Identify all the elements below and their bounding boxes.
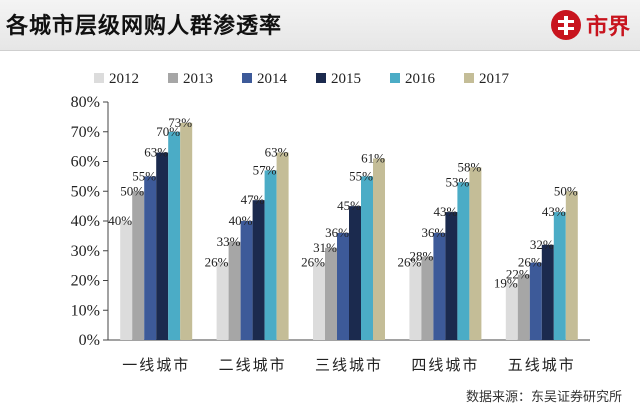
- bar: [517, 274, 530, 340]
- data-label: 50%: [120, 183, 144, 198]
- legend-label: 2013: [183, 71, 213, 87]
- bar: [240, 221, 253, 340]
- data-label: 43%: [433, 204, 457, 219]
- data-label: 26%: [518, 255, 542, 270]
- bar: [361, 176, 373, 340]
- chart-legend: 2012 2013 2014 2015 2016 2017: [94, 71, 510, 87]
- y-tick-label: 40%: [71, 213, 100, 230]
- bar: [252, 200, 265, 340]
- data-label: 40%: [108, 213, 132, 228]
- y-tick-label: 80%: [71, 94, 100, 111]
- data-label: 55%: [132, 168, 156, 183]
- bar: [325, 247, 337, 340]
- legend-label: 2015: [331, 71, 361, 87]
- data-label: 47%: [241, 192, 265, 207]
- chart-data-labels: 40%50%55%63%70%73%26%33%40%47%57%63%26%3…: [108, 115, 578, 291]
- bar: [264, 170, 277, 340]
- legend-swatch: [464, 73, 474, 83]
- bar: [156, 152, 169, 340]
- x-category-label: 三线城市: [315, 356, 383, 374]
- legend-swatch: [316, 73, 326, 83]
- data-label: 31%: [313, 240, 337, 255]
- data-label: 26%: [301, 255, 325, 270]
- bar: [529, 262, 542, 340]
- bar: [433, 232, 446, 340]
- data-label: 61%: [361, 151, 385, 166]
- data-label: 55%: [349, 168, 373, 183]
- chart-bars: [120, 122, 578, 340]
- page-title: 各城市层级网购人群渗透率: [6, 14, 283, 39]
- data-label: 22%: [506, 267, 530, 282]
- bar: [565, 191, 578, 340]
- y-tick-label: 50%: [71, 183, 100, 200]
- bar: [132, 191, 145, 340]
- bar: [120, 221, 133, 340]
- legend-swatch: [168, 73, 178, 83]
- data-source: 数据来源：东吴证券研究所: [465, 390, 622, 405]
- y-tick-label: 60%: [71, 154, 100, 171]
- bar-chart: 2012 2013 2014 2015 2016 2017 0% 10% 20% 30% 40% 5…: [71, 71, 590, 374]
- y-tick-label: 0%: [79, 332, 100, 349]
- bar: [313, 262, 325, 340]
- data-label: 33%: [217, 234, 241, 249]
- y-tick-label: 20%: [71, 273, 100, 290]
- bar: [409, 262, 422, 340]
- chart-axes: 0% 10% 20% 30% 40% 50% 60% 70% 80% 一线城市 二线城市 三线城市 四线…: [71, 94, 590, 374]
- legend-swatch: [94, 73, 104, 83]
- bar: [469, 167, 482, 340]
- data-label: 40%: [229, 213, 253, 228]
- y-tick-label: 30%: [71, 243, 100, 260]
- bar: [445, 212, 458, 340]
- bar: [228, 241, 241, 340]
- x-category-label: 五线城市: [508, 356, 576, 374]
- bar: [144, 176, 157, 340]
- bar: [505, 283, 518, 340]
- bar: [180, 122, 193, 340]
- data-label: 53%: [445, 174, 469, 189]
- y-tick-label: 10%: [71, 302, 100, 319]
- bar: [349, 206, 361, 340]
- bar: [373, 158, 385, 340]
- data-label: 58%: [457, 159, 481, 174]
- legend-label: 2016: [405, 71, 436, 87]
- legend-label: 2012: [109, 71, 139, 87]
- bar: [553, 212, 566, 340]
- data-label: 70%: [156, 124, 180, 139]
- legend-swatch: [242, 73, 252, 83]
- y-tick-label: 70%: [71, 124, 100, 141]
- legend-label: 2017: [479, 71, 510, 87]
- bar: [216, 262, 229, 340]
- data-label: 28%: [409, 249, 433, 264]
- brand-name: 市界: [585, 15, 630, 40]
- data-label: 50%: [554, 183, 578, 198]
- bar: [276, 152, 289, 340]
- brand: 市界: [550, 8, 630, 42]
- brand-logo-icon: [550, 10, 581, 40]
- data-label: 73%: [168, 115, 192, 130]
- bar: [541, 244, 554, 340]
- data-label: 45%: [337, 198, 361, 213]
- data-label: 19%: [494, 275, 518, 290]
- bar: [421, 256, 434, 340]
- data-label: 57%: [253, 162, 277, 177]
- legend-swatch: [390, 73, 400, 83]
- legend-label: 2014: [257, 71, 288, 87]
- data-label: 63%: [144, 145, 168, 160]
- title-bar: 各城市层级网购人群渗透率 市界: [0, 0, 640, 51]
- bar: [457, 182, 470, 340]
- data-label: 43%: [542, 204, 566, 219]
- data-label: 26%: [205, 255, 229, 270]
- bar: [168, 131, 181, 340]
- data-label: 36%: [325, 225, 349, 240]
- data-label: 63%: [265, 145, 289, 160]
- data-label: 36%: [421, 225, 445, 240]
- x-category-label: 四线城市: [411, 356, 479, 374]
- x-category-label: 二线城市: [219, 356, 287, 374]
- bar: [337, 232, 349, 340]
- x-category-label: 一线城市: [122, 356, 190, 374]
- data-label: 32%: [530, 237, 554, 252]
- data-label: 26%: [397, 255, 421, 270]
